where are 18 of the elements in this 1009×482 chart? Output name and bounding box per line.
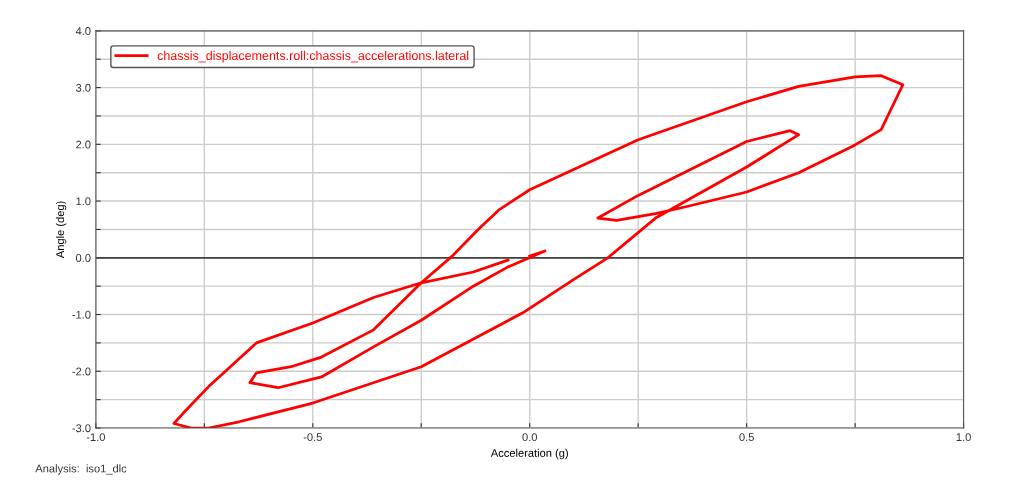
x-tick-label: -1.0 <box>86 433 105 442</box>
y-tick-label: 1.0 <box>76 197 91 206</box>
y-tick-label: -3.0 <box>72 424 91 433</box>
x-tick-label: -0.5 <box>303 433 322 442</box>
y-tick-label: -1.0 <box>72 310 91 319</box>
text: Analysis: iso1_dlc <box>35 464 127 475</box>
x-axis-title: Acceleration (g) <box>490 448 568 460</box>
y-tick-label: 0.0 <box>75 254 91 262</box>
x-tick-label: 0.5 <box>739 433 754 442</box>
legend-label: chassis_displacements.roll:chassis_accelerations.lateral <box>157 50 469 63</box>
line-series <box>172 74 905 429</box>
y-tick-label: -2.0 <box>72 367 91 376</box>
x-tick-label: 1.0 <box>956 433 971 442</box>
y-axis-title: Angle (deg) <box>55 201 67 259</box>
y-tick-label: 4.0 <box>75 27 91 35</box>
y-tick-label: 3.0 <box>75 83 91 92</box>
y-tick-label: 2.0 <box>76 140 91 149</box>
x-tick-label: 0.0 <box>522 433 538 442</box>
